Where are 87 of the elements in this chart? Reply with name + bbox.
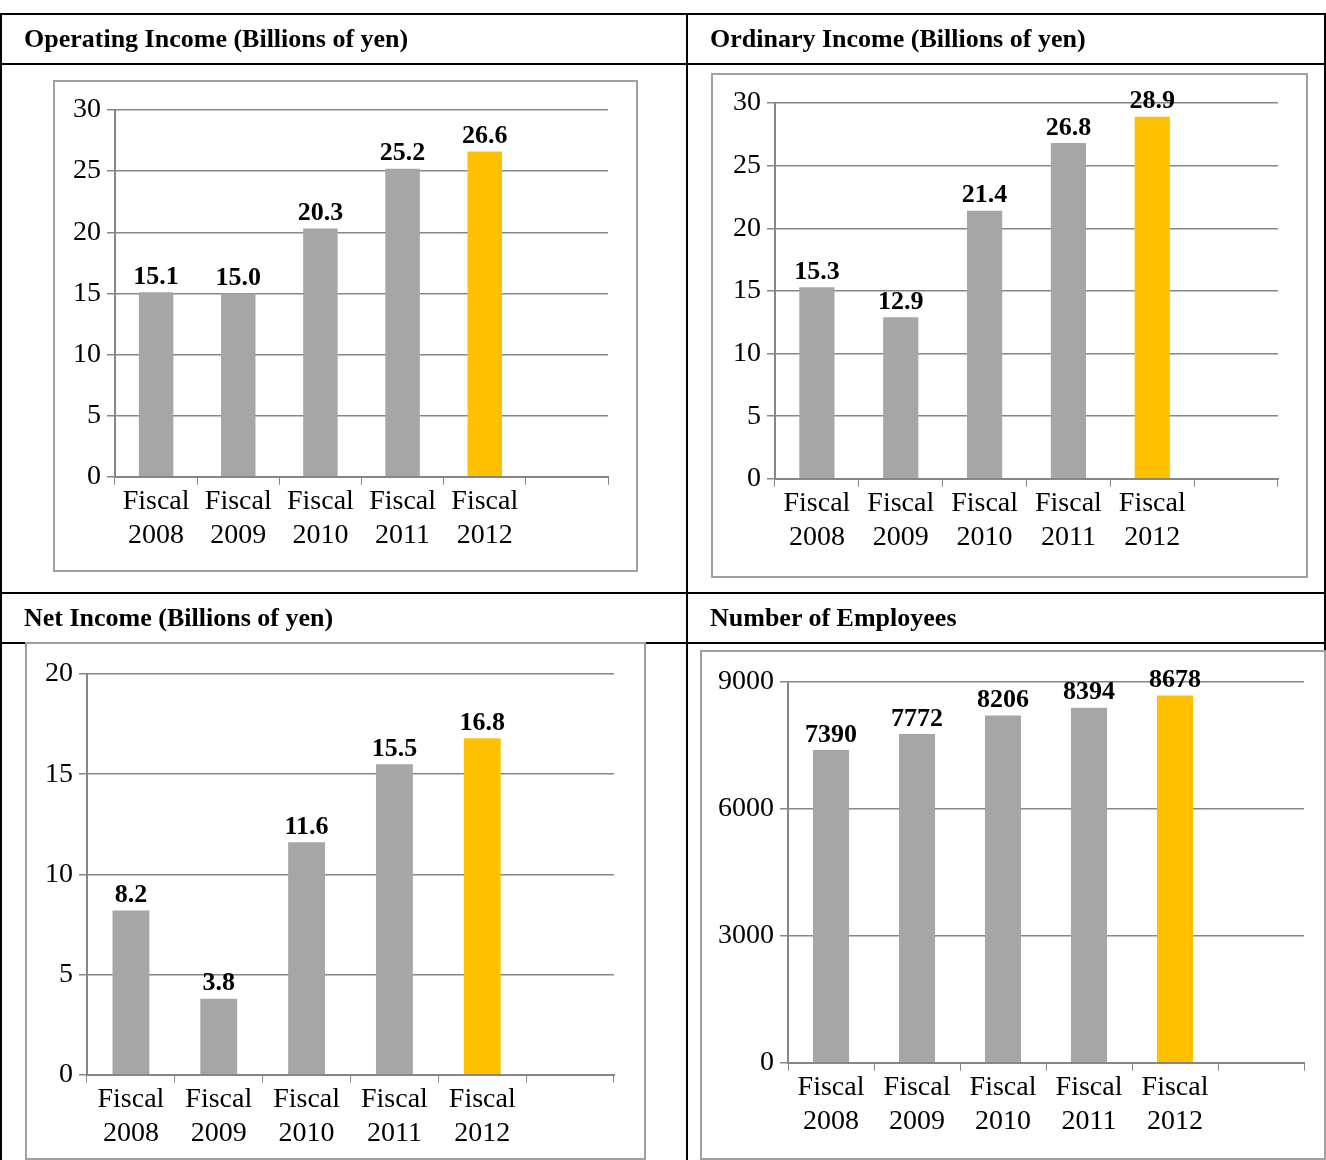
bar (463, 738, 501, 1075)
data-label: 8.2 (114, 879, 148, 909)
x-tick-label: Fiscal 2012 (1118, 485, 1186, 551)
data-label: 8206 (977, 684, 1029, 714)
x-tick-label: Fiscal 2012 (1141, 1069, 1209, 1135)
data-label: 11.6 (284, 811, 329, 841)
bar (984, 715, 1022, 1063)
bar (883, 317, 919, 479)
x-tick-label: Fiscal 2008 (122, 483, 190, 549)
x-tick-label: Fiscal 2011 (369, 483, 437, 549)
x-tick-label: Fiscal 2009 (204, 483, 272, 549)
bar (799, 287, 835, 479)
y-tick-label: 30 (733, 85, 761, 117)
x-tick-label: Fiscal 2009 (185, 1081, 253, 1147)
bar (385, 168, 420, 477)
chart-title: Net Income (Billions of yen) (0, 592, 688, 644)
y-tick-label: 15 (733, 273, 761, 305)
x-tick-label: Fiscal 2010 (951, 485, 1019, 551)
data-label: 8678 (1149, 664, 1201, 694)
data-label: 15.1 (133, 260, 179, 290)
data-label: 15.0 (215, 262, 261, 292)
bar (812, 750, 850, 1063)
x-tick-label: Fiscal 2011 (1055, 1069, 1123, 1135)
bar (966, 210, 1003, 479)
y-tick-label: 25 (733, 147, 761, 179)
bar (112, 910, 150, 1075)
y-tick-label: 20 (45, 656, 73, 688)
bar (1070, 707, 1108, 1063)
bar (303, 228, 338, 477)
x-tick-label: Fiscal 2012 (448, 1081, 516, 1147)
chart-title: Operating Income (Billions of yen) (0, 13, 688, 65)
y-tick-label: 0 (747, 461, 761, 493)
data-label: 7772 (891, 702, 943, 732)
y-tick-label: 25 (73, 153, 101, 185)
y-tick-label: 0 (87, 459, 101, 491)
bar (467, 151, 503, 477)
y-tick-label: 5 (747, 398, 761, 430)
data-label: 28.9 (1129, 85, 1175, 115)
data-label: 8394 (1063, 676, 1115, 706)
x-tick-label: Fiscal 2011 (1034, 485, 1103, 551)
bar (898, 733, 936, 1063)
data-label: 16.8 (459, 706, 505, 736)
y-tick-label: 0 (760, 1045, 774, 1077)
y-tick-label: 15 (45, 756, 73, 788)
data-label: 26.6 (462, 120, 508, 150)
y-tick-label: 3000 (718, 918, 774, 950)
chart-title: Ordinary Income (Billions of yen) (686, 13, 1326, 65)
x-tick-label: Fiscal 2010 (969, 1069, 1037, 1135)
y-tick-label: 0 (59, 1057, 73, 1089)
y-tick-label: 15 (73, 275, 101, 307)
bar (221, 293, 256, 477)
data-label: 21.4 (961, 179, 1008, 209)
chart-title: Number of Employees (686, 592, 1326, 644)
data-label: 15.5 (371, 732, 418, 762)
bar (200, 998, 238, 1075)
data-label: 25.2 (379, 137, 426, 167)
x-tick-label: Fiscal 2011 (360, 1081, 429, 1147)
x-tick-label: Fiscal 2010 (273, 1081, 341, 1147)
data-label: 20.3 (297, 197, 344, 227)
y-tick-label: 10 (45, 856, 73, 888)
y-tick-label: 30 (73, 92, 101, 124)
y-tick-label: 6000 (718, 791, 774, 823)
bar (375, 764, 413, 1075)
data-label: 12.9 (878, 285, 924, 315)
x-tick-label: Fiscal 2008 (783, 485, 851, 551)
bar (1134, 116, 1170, 479)
x-tick-label: Fiscal 2008 (97, 1081, 165, 1147)
x-tick-label: Fiscal 2008 (797, 1069, 865, 1135)
y-tick-label: 9000 (718, 664, 774, 696)
x-tick-label: Fiscal 2012 (451, 483, 519, 549)
y-tick-label: 20 (73, 214, 101, 246)
bar (138, 292, 174, 477)
y-tick-label: 5 (87, 398, 101, 430)
data-label: 26.8 (1045, 111, 1092, 141)
x-tick-label: Fiscal 2010 (286, 483, 355, 549)
x-tick-label: Fiscal 2009 (883, 1069, 951, 1135)
bar (288, 842, 326, 1075)
y-tick-label: 10 (733, 335, 761, 367)
y-tick-label: 20 (733, 210, 761, 242)
data-label: 7390 (805, 718, 857, 748)
y-tick-label: 5 (59, 956, 73, 988)
bar (1156, 695, 1194, 1063)
data-label: 3.8 (202, 967, 235, 997)
data-label: 15.3 (794, 255, 840, 285)
bar (1050, 143, 1087, 479)
y-tick-label: 10 (73, 336, 101, 368)
x-tick-label: Fiscal 2009 (867, 485, 935, 551)
